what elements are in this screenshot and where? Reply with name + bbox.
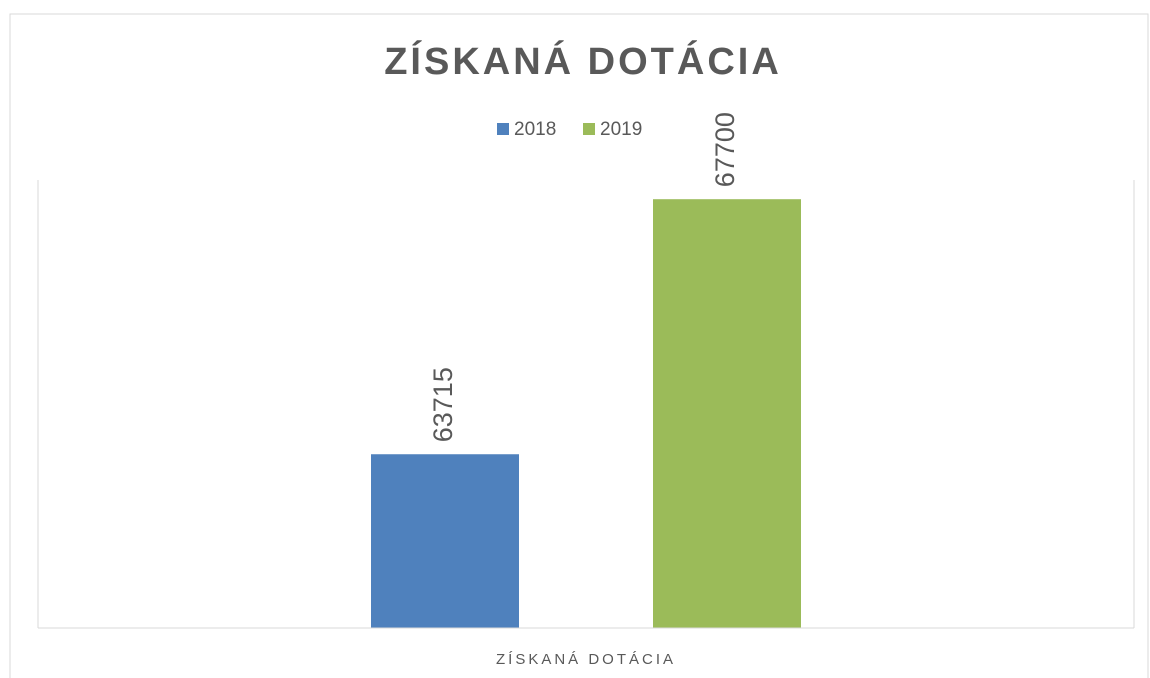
data-label: 67700 [710, 112, 740, 187]
x-tick-label: ZÍSKANÁ DOTÁCIA [496, 651, 676, 668]
legend-label: 2018 [514, 119, 556, 140]
data-label: 63715 [428, 367, 458, 442]
bar [371, 454, 519, 628]
legend-swatch [497, 123, 509, 135]
bar [653, 199, 801, 628]
legend-swatch [583, 123, 595, 135]
chart-title: ZÍSKANÁ DOTÁCIA [384, 39, 782, 83]
chart-frame [9, 13, 1149, 678]
legend-label: 2019 [600, 119, 642, 140]
